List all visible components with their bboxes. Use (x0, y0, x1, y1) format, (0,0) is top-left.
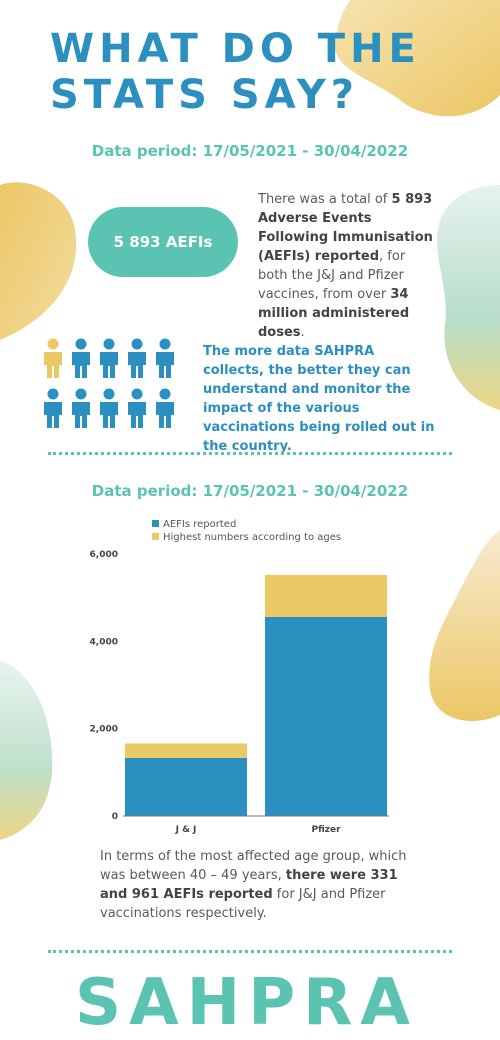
teal-blob-right (437, 185, 500, 410)
yellow-blob-left (0, 182, 77, 340)
summary-text-3: . (300, 325, 305, 340)
summary-bold-2: 34 million administered doses (258, 287, 410, 340)
person-icon (156, 388, 174, 428)
sahpra-logo-text: SAHPRA (75, 966, 418, 1040)
person-icon (72, 338, 90, 378)
legend-swatch (152, 533, 159, 540)
note-bold-1: there were 331 and 961 AEFIs reported (100, 868, 398, 902)
yellow-blob-mid-right (429, 530, 500, 722)
x-tick-label: J & J (175, 825, 197, 835)
sahpra-callout-text: The more data SAHPRA collects, the bette… (203, 344, 435, 454)
person-icon (44, 388, 62, 428)
yellow-blob-top-right (334, 0, 500, 117)
person-icon (128, 338, 146, 378)
dotted-divider-1 (48, 452, 452, 455)
title-line-2: STATS SAY? (50, 72, 359, 118)
legend-swatch (152, 520, 159, 527)
legend-label: AEFIs reported (163, 519, 236, 530)
aefi-summary-text: There was a total of 5 893 Adverse Event… (258, 190, 436, 342)
person-icon (156, 338, 174, 378)
bar-aefis-reported (125, 757, 247, 816)
data-period-bottom: Data period: 17/05/2021 - 30/04/2022 (91, 482, 409, 500)
aefi-total-pill: 5 893 AEFIs (88, 207, 238, 277)
data-period-top: Data period: 17/05/2021 - 30/04/2022 (91, 142, 409, 160)
x-tick-label: Pfizer (311, 825, 341, 835)
teal-blob-bottom-left (0, 660, 53, 840)
person-icon (100, 388, 118, 428)
age-group-note: In terms of the most affected age group,… (100, 847, 410, 923)
summary-bold-1: 5 893 Adverse Events Following Immunisat… (258, 192, 433, 264)
legend-label: Highest numbers according to ages (163, 532, 341, 543)
person-icon (128, 388, 146, 428)
legend-entry: Highest numbers according to ages (152, 532, 341, 543)
page-title: WHAT DO THE STATS SAY? (50, 26, 421, 118)
person-icon (44, 338, 62, 378)
bar-aefis-reported (265, 616, 387, 816)
bar-highest-by-age (265, 574, 387, 617)
aefi-bar-chart: AEFIs reported Highest numbers according … (90, 519, 389, 835)
title-line-1: WHAT DO THE (50, 26, 421, 72)
note-text-1: In terms of the most affected age group,… (100, 849, 407, 883)
summary-text-1: There was a total of (258, 192, 392, 207)
y-tick-label: 2,000 (90, 725, 118, 735)
y-tick-label: 4,000 (90, 637, 118, 647)
y-tick-label: 6,000 (90, 550, 118, 560)
summary-text-2: , for both the J&J and Pfizer vaccines, … (258, 249, 406, 302)
person-icon (72, 388, 90, 428)
note-text-2: for J&J and Pfizer vaccinations respecti… (100, 887, 386, 921)
y-tick-label: 0 (112, 812, 118, 822)
bar-highest-by-age (125, 743, 247, 758)
person-icon (100, 338, 118, 378)
people-icon-grid (44, 338, 174, 428)
legend-entry: AEFIs reported (152, 519, 236, 530)
dotted-divider-2 (48, 950, 452, 953)
